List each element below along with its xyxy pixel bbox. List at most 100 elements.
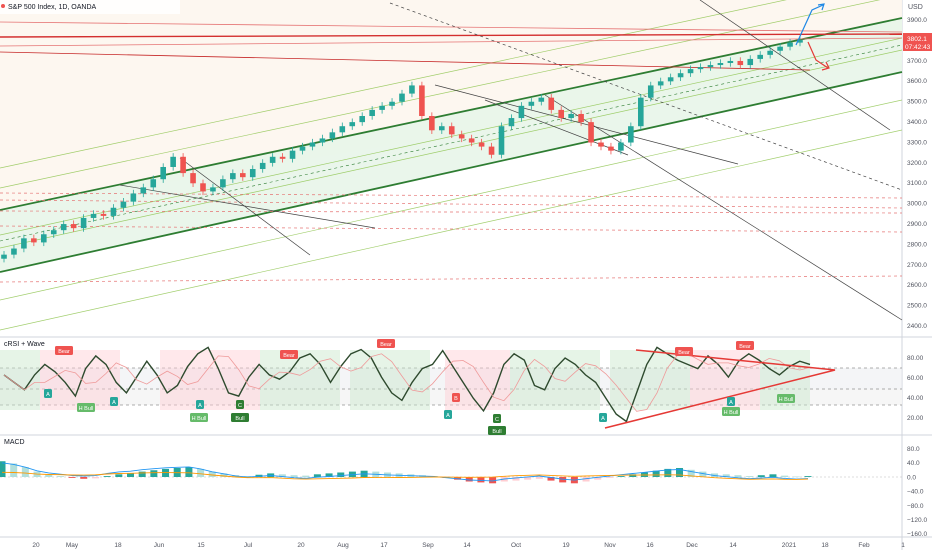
crsi-signal-line <box>3 353 811 412</box>
candle-body <box>359 116 365 123</box>
macd-hist-bar <box>652 470 660 477</box>
crsi-tick-label: 40.00 <box>907 395 924 402</box>
time-tick-label: 2021 <box>782 542 797 549</box>
price-candles[interactable] <box>1 36 803 263</box>
candle-body <box>269 156 276 163</box>
candle-body <box>70 224 77 229</box>
candle-body <box>717 63 724 66</box>
crsi-marker-label: H Bull <box>779 397 794 403</box>
crsi-marker-label: Bear <box>58 349 70 355</box>
candle-body <box>578 113 584 123</box>
candle-body <box>448 126 455 135</box>
crsi-band-lower <box>0 389 902 405</box>
candle-body <box>797 40 803 43</box>
macd-hist-bar <box>559 477 567 483</box>
crsi-signal-marker <box>727 397 735 406</box>
candle-body <box>628 126 634 143</box>
candle-body <box>279 156 286 159</box>
crsi-signal-marker <box>190 413 208 422</box>
macd-hist-bar <box>524 477 532 480</box>
bar-countdown: 07:42:43 <box>905 44 931 51</box>
crsi-line[interactable] <box>3 346 811 423</box>
candle-body <box>687 69 694 74</box>
time-axis[interactable]: 20 May 18 Jun 15 Jul 20 Aug 17 Sep 14 Oct 19 Nov 16 Dec… <box>32 542 905 549</box>
candle-body <box>50 230 57 235</box>
crsi-marker-label: A <box>112 400 116 406</box>
macd-hist-bar <box>512 477 520 481</box>
candle-body <box>439 126 445 131</box>
candle-body <box>240 173 246 178</box>
macd-hist-bar <box>0 461 6 477</box>
currency-label[interactable]: USD <box>908 4 923 11</box>
candle-body <box>259 162 266 170</box>
crsi-marker-label: A <box>446 413 450 419</box>
candle-body <box>349 122 356 127</box>
crsi-tick-label: 20.00 <box>907 415 924 422</box>
candle-body <box>608 146 614 151</box>
macd-hist-bar <box>278 474 286 477</box>
macd-hist-bar <box>629 474 637 477</box>
crsi-signal-marker <box>488 426 506 435</box>
candle-body <box>777 46 783 51</box>
time-tick-label: 19 <box>562 542 570 549</box>
candle-body <box>618 142 624 151</box>
macd-hist-bar <box>535 477 543 479</box>
candle-body <box>150 179 157 188</box>
crsi-marker-label: C <box>238 403 242 409</box>
candle-body <box>110 207 117 216</box>
candle-body <box>319 138 326 143</box>
crsi-signal-marker <box>110 397 118 406</box>
price-tick-label: 3500.0 <box>907 99 927 106</box>
macd-hist-bar <box>489 477 497 484</box>
channel-lower-line <box>0 71 903 273</box>
candle-body <box>60 224 67 231</box>
candle-body <box>458 134 465 139</box>
macd-hist-bar <box>582 477 590 482</box>
red-resistance-lines <box>0 21 903 283</box>
symbol-status-icon <box>1 4 5 8</box>
macd-hist-bar <box>746 476 754 477</box>
crsi-axis[interactable]: 80.00 60.00 40.00 20.00 <box>907 355 924 422</box>
crsi-signal-marker <box>377 339 395 348</box>
macd-hist-bar <box>80 477 88 479</box>
time-tick-label: 14 <box>463 542 471 549</box>
symbol-title[interactable]: S&P 500 Index, 1D, OANDA <box>8 4 97 11</box>
crsi-signal-marker <box>231 413 249 422</box>
candle-body <box>200 183 206 192</box>
time-tick-label: May <box>66 542 79 549</box>
candle-body <box>220 179 226 188</box>
time-tick-label: Jun <box>154 542 165 549</box>
crsi-signal-marker <box>280 350 298 359</box>
channel-mid-line <box>0 44 903 242</box>
candle-body <box>429 116 435 131</box>
crsi-signal-marker <box>196 400 204 409</box>
macd-tick-label: −120.0 <box>907 517 927 524</box>
candle-body <box>1 254 7 259</box>
candle-body <box>747 58 754 66</box>
macd-title[interactable]: MACD <box>4 439 25 446</box>
macd-line <box>1 462 809 482</box>
macd-tick-label: 40.0 <box>907 460 920 467</box>
time-tick-label: Aug <box>337 542 349 549</box>
macd-axis[interactable]: 80.0 40.0 0.0 −40.0 −80.0 −120.0 −160.0 <box>907 446 927 538</box>
crsi-signal-marker <box>675 347 693 356</box>
macd-pane[interactable] <box>0 436 902 536</box>
macd-hist-bar <box>138 471 146 477</box>
macd-hist-bar <box>722 474 730 477</box>
macd-hist-bar <box>594 477 602 480</box>
crsi-title[interactable]: cRSI + Wave <box>4 341 45 348</box>
time-tick-label: 18 <box>114 542 122 549</box>
price-tick-label: 3300.0 <box>907 139 927 146</box>
price-tick-label: 2700.0 <box>907 262 927 269</box>
macd-hist-bar <box>676 468 684 477</box>
crsi-zone <box>690 350 760 410</box>
time-tick-label: 20 <box>297 542 305 549</box>
crsi-marker-label: B <box>454 396 458 402</box>
price-tick-label: 3900.0 <box>907 17 927 24</box>
crsi-signal-marker <box>236 400 244 409</box>
macd-hist-bar <box>465 477 473 482</box>
candle-body <box>11 248 17 255</box>
price-axis[interactable]: 3900.03800.03700.03600.03500.03400.03300… <box>907 17 927 330</box>
crsi-zone <box>40 350 120 410</box>
